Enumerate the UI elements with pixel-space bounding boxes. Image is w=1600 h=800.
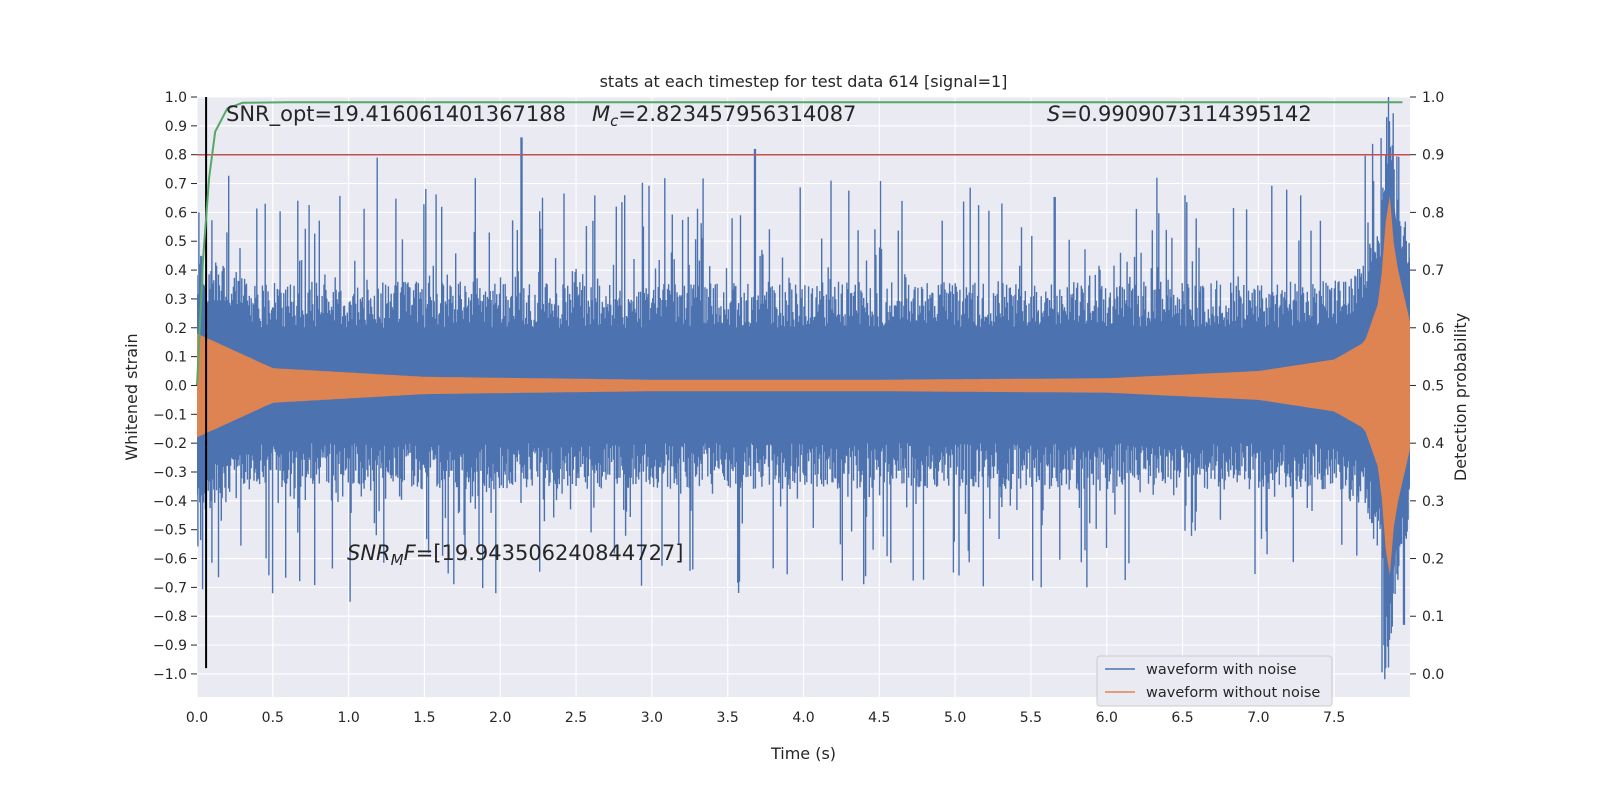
detection-probability-line [196,101,1403,386]
annotation-chirp-mass: Mc=2.823457956314087 [592,102,856,130]
y2-tick-label: 0.4 [1422,436,1444,452]
x-tick-label: 0.5 [262,710,284,726]
annotation-snr-opt: SNR_opt=19.416061401367188 [226,102,566,127]
legend-box [1096,655,1333,707]
annotation-s: S=0.9909073114395142 [1047,102,1312,126]
x-axis-label: Time (s) [770,744,836,763]
y2-tick-label: 0.5 [1422,378,1444,394]
x-tick-label: 3.5 [717,710,739,726]
x-tick-label: 6.5 [1171,710,1193,726]
y-tick-label: −0.7 [153,580,187,596]
y-tick-label: −0.2 [153,436,187,452]
clean-waveform-envelope [197,195,1410,576]
y-tick-label: 0.8 [165,148,187,164]
x-tick-label: 4.5 [868,710,890,726]
y2-tick-label: 0.0 [1422,667,1444,683]
y-tick-label: −0.6 [153,552,187,568]
x-tick-label: 2.0 [489,710,511,726]
x-tick-label: 1.5 [413,710,435,726]
y2-tick-label: 0.7 [1422,263,1444,279]
chart-title: stats at each timestep for test data 614… [600,72,1008,91]
x-tick-label: 5.0 [944,710,966,726]
x-tick-label: 7.0 [1247,710,1269,726]
y-tick-label: −0.3 [153,465,187,481]
y2-axis-ticks: 1.0 0.9 0.8 0.7 0.6 0.5 0.4 0.3 0.2 0.1 0.0 [1410,90,1444,683]
y-tick-label: 0.3 [165,292,187,308]
y2-tick-label: 0.8 [1422,205,1444,221]
y-tick-label: 0.7 [165,177,187,193]
y2-tick-label: 0.2 [1422,552,1444,568]
y2-tick-label: 0.9 [1422,148,1444,164]
annotation-snr-mf: SNRMF=[19.943506240844727] [347,541,683,569]
x-tick-label: 0.0 [186,710,208,726]
y2-axis-label: Detection probability [1451,313,1470,481]
reference-lines [197,97,1410,669]
y2-tick-label: 0.1 [1422,609,1444,625]
series-detection-probability [196,101,1403,386]
y-tick-label: −0.5 [153,523,187,539]
y2-tick-label: 0.6 [1422,321,1444,337]
x-tick-label: 4.0 [792,710,814,726]
legend-label-waveform-without-noise: waveform without noise [1146,685,1320,701]
y-tick-label: −0.8 [153,609,187,625]
legend: waveform with noise waveform without noi… [1096,655,1333,707]
y2-tick-label: 1.0 [1422,90,1444,106]
y2-tick-label: 0.3 [1422,494,1444,510]
y-tick-label: 0.9 [165,119,187,135]
x-tick-label: 5.5 [1020,710,1042,726]
y-tick-label: −0.1 [153,407,187,423]
y-axis-label: Whitened strain [122,333,141,460]
y-axis-ticks: 1.0 0.9 0.8 0.7 0.6 0.5 0.4 0.3 0.2 0.1 0.0 −0.1 −0.… [153,90,197,683]
y-tick-label: 1.0 [165,90,187,106]
x-tick-label: 3.0 [641,710,663,726]
y-tick-label: 0.4 [165,263,187,279]
x-tick-label: 1.0 [337,710,359,726]
x-axis-ticks: 0.0 0.5 1.0 1.5 2.0 2.5 3.0 3.5 4.0 4.5 5.0 5.5 6.0 6… [186,710,1345,726]
y-tick-label: −1.0 [153,667,187,683]
x-tick-label: 2.5 [565,710,587,726]
legend-label-waveform-with-noise: waveform with noise [1146,662,1297,678]
y-tick-label: 0.5 [165,234,187,250]
series-waveform-without-noise [197,195,1410,576]
x-tick-label: 6.0 [1096,710,1118,726]
y-tick-label: 0.2 [165,321,187,337]
x-tick-label: 7.5 [1323,710,1345,726]
y-tick-label: −0.9 [153,638,187,654]
y-tick-label: 0.1 [165,350,187,366]
y-tick-label: −0.4 [153,494,187,510]
y-tick-label: 0.0 [165,378,187,394]
y-tick-label: 0.6 [165,205,187,221]
